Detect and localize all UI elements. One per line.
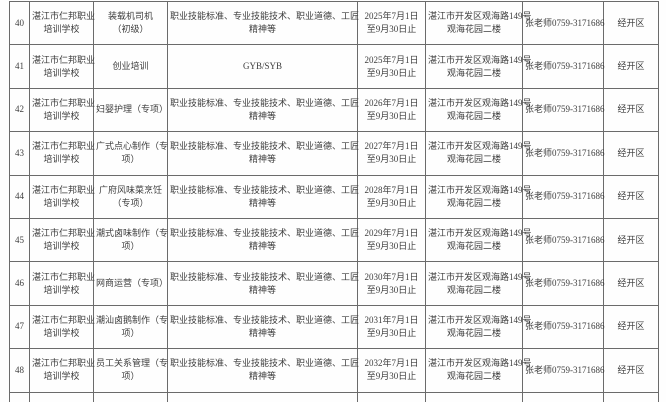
cell-area: 经开区	[603, 217, 659, 263]
cell-empty	[603, 391, 659, 402]
cell-contact: 张老师0759-3171686	[522, 174, 605, 219]
cell-area: 经开区	[603, 348, 659, 393]
cell-training-item: 装载机司机 （初级）	[93, 0, 168, 46]
cell-contact: 张老师0759-3171686	[522, 304, 605, 350]
table-row: 40 湛江市仁邦职业 培训学校 装载机司机 （初级） 职业技能标准、专业技能技术…	[9, 0, 659, 46]
table-row: 44 湛江市仁邦职业 培训学校 广府风味菜烹饪 （专项） 职业技能标准、专业技能…	[9, 174, 659, 219]
cell-empty	[167, 391, 358, 402]
cell-school-name: 湛江市仁邦职业 培训学校	[29, 44, 95, 89]
cell-row-number: 42	[9, 87, 30, 133]
table-row: 42 湛江市仁邦职业 培训学校 妇婴护理（专项） 职业技能标准、专业技能技术、职…	[9, 87, 659, 133]
cell-valid-period: 2026年7月1日 至9月30日止	[357, 87, 426, 133]
cell-row-number: 40	[9, 0, 30, 46]
cell-row-number: 45	[9, 217, 30, 263]
cell-address: 湛江市开发区观海路149号 观海花园二楼	[425, 217, 532, 263]
table-row: 48 湛江市仁邦职业 培训学校 员工关系管理（专 项） 职业技能标准、专业技能技…	[9, 348, 659, 393]
cell-address: 湛江市开发区观海路149号 观海花园二楼	[425, 348, 532, 393]
cell-contact: 张老师0759-3171686	[522, 217, 605, 263]
cell-row-number: 46	[9, 261, 30, 306]
cell-address: 湛江市开发区观海路149号 观海花园二楼	[425, 87, 532, 133]
cell-training-content: 职业技能标准、专业技能技术、职业道德、工匠 精神等	[167, 131, 359, 176]
cell-training-item: 创业培训	[93, 44, 168, 89]
cell-valid-period: 2027年7月1日 至9月30日止	[357, 131, 426, 176]
cell-row-number: 47	[9, 304, 30, 350]
cell-training-item: 广式点心制作（专 项）	[93, 131, 168, 176]
cell-training-item: 广府风味菜烹饪 （专项）	[93, 174, 168, 219]
cell-empty	[425, 391, 523, 402]
cell-address: 湛江市开发区观海路149号 观海花园二楼	[425, 131, 532, 176]
cell-address: 湛江市开发区观海路149号 观海花园二楼	[425, 261, 532, 306]
cell-empty	[9, 391, 30, 402]
cell-empty	[29, 391, 94, 402]
cell-training-item: 潮汕卤鹅制作（专 项）	[93, 304, 168, 350]
cell-training-content: 职业技能标准、专业技能技术、职业道德、工匠 精神等	[167, 217, 359, 263]
cell-contact: 张老师0759-3171686	[522, 87, 605, 133]
cell-training-item: 潮式卤味制作（专 项）	[93, 217, 168, 263]
cell-valid-period: 2032年7月1日 至9月30日止	[357, 348, 426, 393]
cell-school-name: 湛江市仁邦职业 培训学校	[29, 0, 95, 46]
cell-address: 湛江市开发区观海路149号 观海花园二楼	[425, 0, 532, 46]
cell-address: 湛江市开发区观海路149号 观海花园二楼	[425, 44, 532, 89]
cell-contact: 张老师0759-3171686	[522, 131, 605, 176]
cell-contact: 张老师0759-3171686	[522, 261, 605, 306]
cell-empty	[522, 391, 604, 402]
cell-school-name: 湛江市仁邦职业 培训学校	[29, 131, 95, 176]
cell-school-name: 湛江市仁邦职业 培训学校	[29, 348, 95, 393]
table-row: 46 湛江市仁邦职业 培训学校 网商运营（专项） 职业技能标准、专业技能技术、职…	[9, 261, 659, 306]
cell-contact: 张老师0759-3171686	[522, 0, 605, 46]
table-row: 43 湛江市仁邦职业 培训学校 广式点心制作（专 项） 职业技能标准、专业技能技…	[9, 131, 659, 176]
table-row: 47 湛江市仁邦职业 培训学校 潮汕卤鹅制作（专 项） 职业技能标准、专业技能技…	[9, 304, 659, 350]
cell-valid-period: 2030年7月1日 至9月30日止	[357, 261, 426, 306]
cell-row-number: 43	[9, 131, 30, 176]
cell-address: 湛江市开发区观海路149号 观海花园二楼	[425, 304, 532, 350]
cell-school-name: 湛江市仁邦职业 培训学校	[29, 174, 95, 219]
cell-training-content: 职业技能标准、专业技能技术、职业道德、工匠 精神等	[167, 174, 359, 219]
cell-training-content: 职业技能标准、专业技能技术、职业道德、工匠 精神等	[167, 87, 359, 133]
cell-valid-period: 2031年7月1日 至9月30日止	[357, 304, 426, 350]
table-body: 40 湛江市仁邦职业 培训学校 装载机司机 （初级） 职业技能标准、专业技能技术…	[9, 0, 659, 402]
cell-valid-period: 2025年7月1日 至9月30日止	[357, 0, 426, 46]
cell-training-content: 职业技能标准、专业技能技术、职业道德、工匠 精神等	[167, 0, 359, 46]
cell-row-number: 48	[9, 348, 30, 393]
cell-valid-period: 2025年7月1日 至9月30日止	[357, 44, 426, 89]
cell-school-name: 湛江市仁邦职业 培训学校	[29, 217, 95, 263]
cell-training-item: 网商运营（专项）	[93, 261, 168, 306]
cell-address: 湛江市开发区观海路149号 观海花园二楼	[425, 174, 532, 219]
cell-area: 经开区	[603, 87, 659, 133]
cell-training-content: 职业技能标准、专业技能技术、职业道德、工匠 精神等	[167, 348, 359, 393]
table-row: 41 湛江市仁邦职业 培训学校 创业培训 GYB/SYB 2025年7月1日 至…	[9, 44, 659, 89]
training-directory-table: 40 湛江市仁邦职业 培训学校 装载机司机 （初级） 职业技能标准、专业技能技术…	[9, 0, 659, 402]
cell-area: 经开区	[603, 0, 659, 46]
cell-empty	[93, 391, 168, 402]
cell-training-item: 员工关系管理（专 项）	[93, 348, 168, 393]
cell-row-number: 44	[9, 174, 30, 219]
table-row: 45 湛江市仁邦职业 培训学校 潮式卤味制作（专 项） 职业技能标准、专业技能技…	[9, 217, 659, 263]
cell-contact: 张老师0759-3171686	[522, 44, 605, 89]
cell-area: 经开区	[603, 304, 659, 350]
table-row-partial	[9, 391, 659, 402]
cell-school-name: 湛江市仁邦职业 培训学校	[29, 87, 95, 133]
cell-area: 经开区	[603, 261, 659, 306]
cell-valid-period: 2029年7月1日 至9月30日止	[357, 217, 426, 263]
cell-school-name: 湛江市仁邦职业 培训学校	[29, 304, 95, 350]
cell-empty	[357, 391, 426, 402]
cell-training-item: 妇婴护理（专项）	[93, 87, 168, 133]
cell-area: 经开区	[603, 44, 659, 89]
cell-school-name: 湛江市仁邦职业 培训学校	[29, 261, 95, 306]
cell-contact: 张老师0759-3171686	[522, 348, 605, 393]
cell-row-number: 41	[9, 44, 30, 89]
cell-training-content: GYB/SYB	[167, 44, 358, 89]
cell-training-content: 职业技能标准、专业技能技术、职业道德、工匠 精神等	[167, 304, 359, 350]
cell-valid-period: 2028年7月1日 至9月30日止	[357, 174, 426, 219]
cell-training-content: 职业技能标准、专业技能技术、职业道德、工匠 精神等	[167, 261, 359, 306]
cell-area: 经开区	[603, 174, 659, 219]
cell-area: 经开区	[603, 131, 659, 176]
